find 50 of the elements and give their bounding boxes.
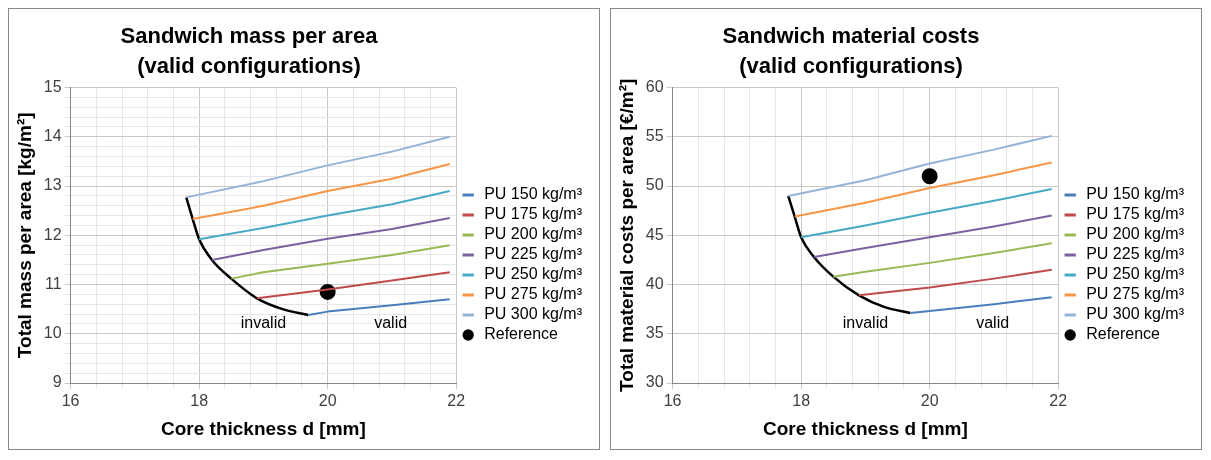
y-tick-label: 30 bbox=[645, 373, 664, 391]
x-tick-label: 16 bbox=[61, 392, 80, 410]
y-tick-label: 60 bbox=[645, 78, 664, 96]
y-tick-label: 35 bbox=[645, 324, 664, 342]
legend-label: PU 300 kg/m³ bbox=[1086, 305, 1185, 323]
legend-label: PU 275 kg/m³ bbox=[1086, 285, 1185, 303]
annotation: valid bbox=[976, 314, 1010, 332]
legend-label: PU 225 kg/m³ bbox=[484, 245, 583, 263]
y-tick-label: 40 bbox=[645, 274, 664, 292]
legend-label: PU 300 kg/m³ bbox=[484, 305, 583, 323]
y-tick-label: 11 bbox=[44, 274, 62, 292]
legend-label: PU 250 kg/m³ bbox=[1086, 265, 1185, 283]
chart-title: Sandwich mass per area (valid configurations) bbox=[119, 22, 379, 80]
legend-label: PU 200 kg/m³ bbox=[1086, 225, 1185, 243]
annotation: valid bbox=[374, 314, 408, 332]
legend-label: PU 200 kg/m³ bbox=[484, 225, 583, 243]
legend-label: PU 175 kg/m³ bbox=[1086, 205, 1185, 223]
y-tick-label: 14 bbox=[43, 127, 62, 145]
legend-label: Reference bbox=[484, 325, 559, 343]
legend-label: PU 175 kg/m³ bbox=[484, 205, 583, 223]
x-tick-label: 18 bbox=[190, 392, 209, 410]
x-tick-label: 16 bbox=[663, 392, 682, 410]
legend-label: PU 225 kg/m³ bbox=[1086, 245, 1185, 263]
y-tick-label: 9 bbox=[52, 373, 62, 391]
x-tick-label: 22 bbox=[447, 392, 466, 410]
annotation: invalid bbox=[240, 314, 287, 332]
y-tick-label: 12 bbox=[43, 225, 62, 243]
line-series bbox=[787, 194, 912, 315]
legend-label: PU 150 kg/m³ bbox=[1086, 185, 1185, 203]
y-tick-label: 13 bbox=[43, 176, 62, 194]
x-axis-title: Core thickness d [mm] bbox=[762, 417, 968, 439]
x-axis-title: Core thickness d [mm] bbox=[160, 417, 366, 439]
y-tick-label: 10 bbox=[43, 324, 62, 342]
y-axis-title: Total material costs per area [€/m²] bbox=[615, 78, 637, 392]
annotation: invalid bbox=[842, 314, 889, 332]
chart-title: Sandwich material costs (valid configurations) bbox=[721, 22, 981, 80]
legend-label: PU 275 kg/m³ bbox=[484, 285, 583, 303]
y-tick-label: 45 bbox=[645, 225, 664, 243]
y-tick-label: 55 bbox=[645, 127, 664, 145]
x-tick-label: 20 bbox=[920, 392, 939, 410]
y-tick-label: 15 bbox=[43, 78, 62, 96]
legend-label: PU 250 kg/m³ bbox=[484, 265, 583, 283]
y-tick-label: 50 bbox=[645, 176, 664, 194]
y-axis-title: Total mass per area [kg/m²] bbox=[13, 112, 35, 359]
line-series bbox=[185, 196, 310, 317]
legend-label: Reference bbox=[1086, 325, 1161, 343]
legend-label: PU 150 kg/m³ bbox=[484, 185, 583, 203]
x-tick-label: 22 bbox=[1049, 392, 1068, 410]
x-tick-label: 20 bbox=[318, 392, 337, 410]
x-tick-label: 18 bbox=[792, 392, 811, 410]
